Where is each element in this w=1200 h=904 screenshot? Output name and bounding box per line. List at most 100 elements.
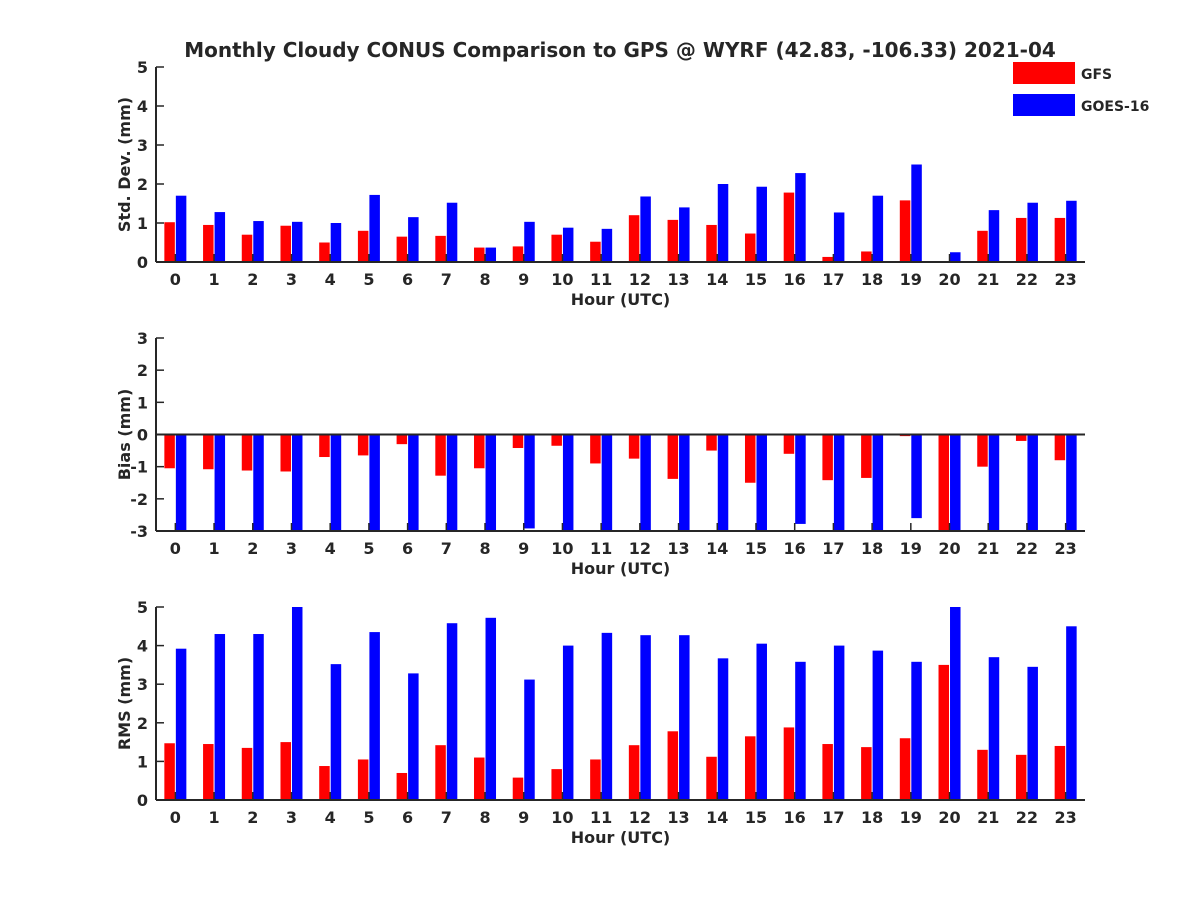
bar-gfs-17 <box>822 744 833 800</box>
bar-goes16-0 <box>175 434 187 531</box>
bar-gfs-22 <box>1015 754 1027 800</box>
x-tick-label: 22 <box>1016 808 1038 827</box>
bar-goes16-16 <box>795 661 806 800</box>
x-tick-label: 2 <box>247 808 258 827</box>
x-tick-label: 5 <box>363 808 374 827</box>
bar-gfs-11 <box>590 759 601 800</box>
x-tick-label: 13 <box>667 270 689 289</box>
x-tick-label: 18 <box>861 539 883 558</box>
bar-goes16-10 <box>562 645 574 800</box>
bar-goes16-10 <box>562 227 574 262</box>
x-tick-label: 1 <box>208 270 219 289</box>
bar-gfs-18 <box>861 251 872 262</box>
bar-gfs-6 <box>396 772 408 800</box>
x-tick-label: 0 <box>170 808 181 827</box>
bar-goes16-3 <box>291 607 303 800</box>
bar-gfs-8 <box>474 434 485 469</box>
bar-goes16-0 <box>175 195 187 262</box>
bar-goes16-14 <box>717 184 729 262</box>
bar-gfs-2 <box>241 234 253 262</box>
x-tick-label: 6 <box>402 808 413 827</box>
y-tick-label: -3 <box>130 522 148 541</box>
bar-gfs-4 <box>319 242 330 262</box>
bar-goes16-14 <box>717 434 729 531</box>
bar-goes16-15 <box>756 186 767 262</box>
y-tick-label: 1 <box>137 752 148 771</box>
x-tick-label: 17 <box>822 539 844 558</box>
bar-gfs-15 <box>744 233 756 262</box>
bar-goes16-16 <box>795 434 806 524</box>
x-tick-label: 2 <box>247 270 258 289</box>
y-tick-label: -1 <box>130 458 148 477</box>
x-tick-label: 16 <box>784 808 806 827</box>
bar-goes16-23 <box>1066 626 1077 800</box>
bar-gfs-8 <box>474 247 485 262</box>
x-tick-label: 18 <box>861 808 883 827</box>
bar-gfs-23 <box>1054 434 1066 461</box>
bar-gfs-12 <box>628 745 640 800</box>
bar-goes16-11 <box>601 632 613 800</box>
bar-gfs-0 <box>164 743 175 800</box>
x-tick-label: 3 <box>286 270 297 289</box>
bar-gfs-13 <box>667 731 679 800</box>
bar-goes16-3 <box>291 221 303 262</box>
bar-goes16-11 <box>601 434 613 531</box>
y-tick-label: 0 <box>137 253 148 272</box>
bar-gfs-6 <box>396 434 408 445</box>
bar-goes16-1 <box>214 212 226 262</box>
y-tick-label: 2 <box>137 361 148 380</box>
x-tick-label: 7 <box>441 270 452 289</box>
y-tick-label: 3 <box>137 136 148 155</box>
bar-goes16-13 <box>679 207 690 262</box>
bar-goes16-21 <box>988 210 1000 262</box>
y-tick-label: 5 <box>137 598 148 617</box>
x-tick-label: 21 <box>977 539 999 558</box>
y-tick-label: 1 <box>137 393 148 412</box>
bar-gfs-9 <box>512 246 524 262</box>
bar-gfs-7 <box>435 434 446 476</box>
x-tick-label: 2 <box>247 539 258 558</box>
bar-gfs-13 <box>667 219 679 262</box>
y-tick-label: -2 <box>130 490 148 509</box>
bar-goes16-19 <box>911 164 922 262</box>
x-tick-label: 1 <box>208 808 219 827</box>
y-tick-label: 0 <box>137 791 148 810</box>
x-tick-label: 19 <box>900 539 922 558</box>
bar-goes16-21 <box>988 434 1000 531</box>
bar-goes16-3 <box>291 434 303 531</box>
x-tick-label: 15 <box>745 808 767 827</box>
bar-goes16-18 <box>872 434 884 531</box>
x-tick-label: 20 <box>938 539 960 558</box>
x-tick-label: 19 <box>900 808 922 827</box>
chart-title: Monthly Cloudy CONUS Comparison to GPS @… <box>184 38 1056 62</box>
bar-gfs-2 <box>241 434 253 471</box>
x-tick-label: 12 <box>629 539 651 558</box>
bar-gfs-4 <box>319 766 330 800</box>
bar-goes16-9 <box>524 434 535 529</box>
x-tick-label: 23 <box>1055 270 1077 289</box>
x-tick-label: 21 <box>977 808 999 827</box>
bar-gfs-16 <box>783 192 795 262</box>
bar-goes16-10 <box>562 434 574 531</box>
bar-gfs-16 <box>783 727 795 800</box>
bar-goes16-1 <box>214 634 226 800</box>
bar-goes16-5 <box>369 434 380 531</box>
bar-gfs-20 <box>938 664 950 800</box>
legend-label-goes16: GOES-16 <box>1081 99 1149 115</box>
x-tick-label: 11 <box>590 539 612 558</box>
bar-gfs-19 <box>899 200 911 262</box>
y-tick-label: 2 <box>137 175 148 194</box>
y-tick-label: 1 <box>137 214 148 233</box>
y-axis-label: Std. Dev. (mm) <box>115 97 134 232</box>
x-tick-label: 6 <box>402 539 413 558</box>
x-tick-label: 23 <box>1055 539 1077 558</box>
bar-goes16-15 <box>756 434 767 531</box>
x-tick-label: 3 <box>286 539 297 558</box>
x-tick-label: 16 <box>784 539 806 558</box>
y-tick-label: 4 <box>137 637 148 656</box>
bar-goes16-6 <box>408 673 419 800</box>
